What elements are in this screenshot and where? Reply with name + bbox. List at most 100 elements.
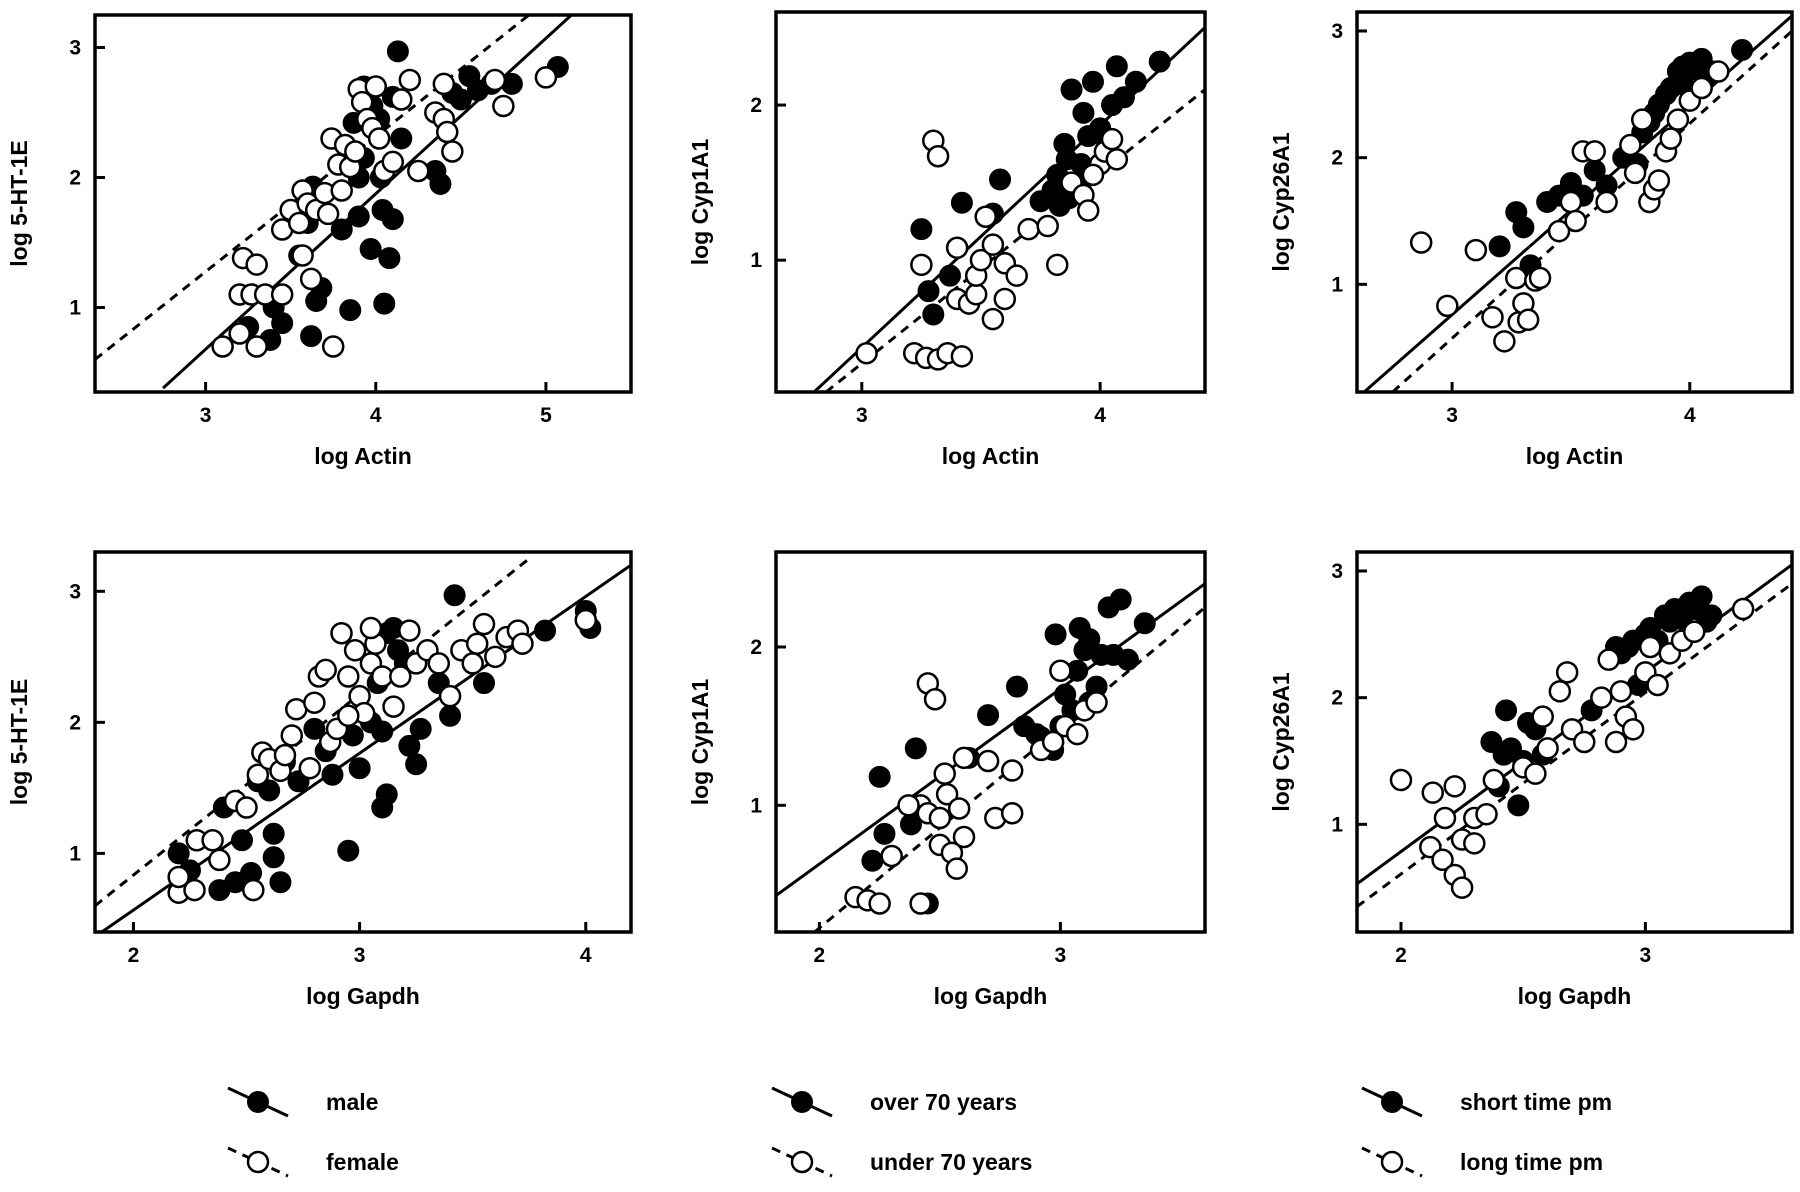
y-tick-label: 1 [69,842,81,865]
data-point-open [1547,219,1571,243]
data-point-open [364,75,388,98]
data-point-open [1595,190,1618,214]
scatter-panels: 3 4 5 1 2 3 log Actin log 5-HT-1E 3 4 1 2 log Actin l… [6,10,1794,1009]
data-point-open [1081,163,1105,187]
legend-marker-filled [1381,1091,1403,1113]
data-point-filled [904,737,927,760]
data-point-filled [1148,50,1171,73]
y-tick-label: 3 [69,580,81,603]
legend-label: under 70 years [870,1149,1032,1175]
data-point-open [298,756,322,780]
data-point-filled [922,303,945,326]
data-point-open [1590,686,1613,709]
data-point-open [1000,802,1024,825]
data-point-filled [1105,55,1128,78]
data-point-open [228,322,251,345]
data-point-open [974,205,997,228]
y-tick-label: 3 [1331,20,1343,43]
plot-frame [1355,550,1794,934]
data-point-filled [1078,628,1101,651]
y-axis-label: log Cyp1A1 [687,679,713,806]
data-point-open [1076,199,1100,222]
data-point-filled [1006,675,1029,698]
data-point-open [427,652,451,675]
data-point-open [1666,108,1690,131]
y-tick-label: 1 [1331,813,1343,836]
scatter-panel: 2 3 1 2 log Gapdh log Cyp1A1 [687,550,1207,1009]
data-point-filled [1124,70,1147,93]
y-tick-label: 2 [750,94,762,117]
data-point-open [1555,661,1579,684]
data-point-open [1017,217,1040,241]
data-point-filled [390,127,413,150]
data-point-open [343,639,367,662]
legend-group: short time pm long time pm [1361,1086,1612,1178]
data-point-open [1559,190,1583,214]
data-point-open [472,612,496,636]
data-point-open [952,746,976,770]
data-point-open [245,335,268,358]
legend-label: over 70 years [870,1089,1017,1115]
data-point-open [337,665,360,688]
data-point-open [211,335,234,358]
data-point-open [1609,680,1633,703]
data-point-filled [409,717,432,740]
data-point-filled [1690,585,1713,608]
x-axis-label: log Gapdh [934,983,1048,1009]
data-point-filled [989,168,1012,191]
data-point-open [1505,266,1528,290]
data-point-open [1475,802,1498,826]
data-point-open [910,253,933,277]
data-point-open [1036,214,1059,238]
data-point-open [981,233,1005,256]
y-axis-label: log Cyp26A1 [1268,132,1294,272]
regression-line-dashed [825,88,1205,392]
data-point-filled [231,829,254,852]
data-point-filled [262,822,285,845]
x-tick-label: 2 [128,944,140,967]
data-point-open [945,236,969,260]
data-point-filled [977,704,1000,727]
data-point-open [492,94,515,118]
data-point-open [1493,330,1516,353]
data-point-open [1646,673,1669,697]
data-point-open [534,66,558,89]
data-point-open [398,619,421,642]
y-axis-label: log 5-HT-1E [6,140,32,267]
legend-marker-open [1380,1150,1404,1174]
data-point-filled [262,846,285,869]
scatter-panel: 2 3 1 2 3 log Gapdh log Cyp26A1 [1268,550,1794,1009]
data-point-open [1045,253,1069,277]
data-point-open [1421,781,1445,804]
y-tick-label: 2 [1331,147,1343,170]
data-point-open [1573,730,1596,754]
data-point-open [1536,737,1559,760]
y-tick-label: 2 [1331,687,1343,710]
data-point-filled [873,822,896,845]
data-point-open [299,267,323,291]
data-point-open [964,283,988,306]
data-point-open [246,763,270,787]
y-axis-label: log Cyp1A1 [687,139,713,266]
data-point-open [235,796,258,819]
legend-label: male [326,1089,378,1115]
data-point-open [1597,648,1620,671]
y-tick-label: 2 [69,167,81,190]
data-point-filled [371,720,394,743]
y-tick-label: 1 [750,249,762,272]
x-tick-label: 3 [1446,404,1458,427]
data-point-open [1528,266,1552,290]
data-point-open [1481,306,1504,329]
data-point-open [201,829,224,852]
data-point-open [314,658,337,682]
x-axis-label: log Actin [314,443,412,469]
data-point-filled [337,839,360,862]
data-point-open [432,72,456,96]
y-tick-label: 3 [69,37,81,60]
x-tick-label: 2 [814,944,826,967]
data-point-open [1409,231,1433,254]
data-point-open [909,892,932,915]
data-point-filled [330,218,353,241]
data-point-open [897,794,920,817]
